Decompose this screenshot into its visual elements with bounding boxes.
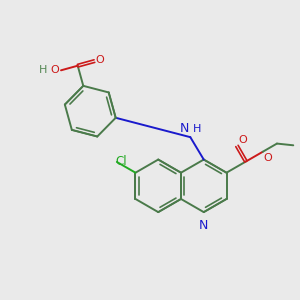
Text: H: H <box>39 65 48 75</box>
Text: Cl: Cl <box>116 155 127 168</box>
Text: N: N <box>179 122 189 135</box>
Text: O: O <box>96 56 104 65</box>
Text: H: H <box>193 124 201 134</box>
Text: N: N <box>199 219 208 232</box>
Text: O: O <box>264 153 272 163</box>
Text: O: O <box>50 65 59 75</box>
Text: O: O <box>238 135 247 145</box>
